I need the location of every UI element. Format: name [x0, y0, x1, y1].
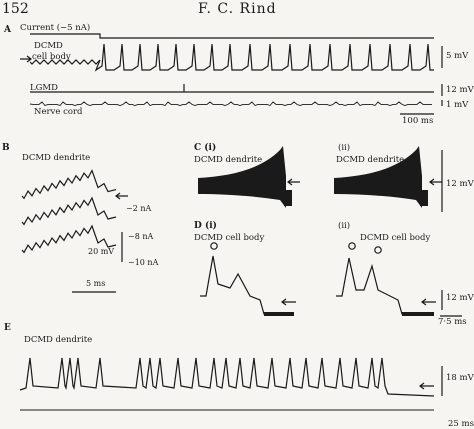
- panel-e-volt-scale: 18 mV: [446, 373, 474, 383]
- panel-d-arrow-ii: [421, 298, 436, 306]
- panel-d-title-i: DCMD cell body: [194, 233, 265, 243]
- panel-a-current-trace: [30, 33, 434, 39]
- panel-a-time-scale: 100 ms: [402, 116, 434, 126]
- panel-a-arrow: [20, 55, 32, 63]
- panel-a-dcmd-label: DCMD: [34, 41, 63, 51]
- panel-d-sub-ii: (ii): [338, 221, 351, 231]
- panel-d-circle-3: [374, 246, 382, 254]
- panel-d-title-ii: DCMD cell body: [360, 233, 431, 243]
- panel-d-circle-1: [210, 242, 218, 250]
- panel-d-volt-scale: 12 mV: [446, 293, 474, 303]
- panel-b-arrow: [115, 192, 128, 200]
- panel-c-title-i: DCMD dendrite: [194, 155, 263, 165]
- panel-b-title: DCMD dendrite: [22, 153, 91, 163]
- panel-e-title: DCMD dendrite: [24, 335, 93, 345]
- panel-b-label-8na: −8 nA: [128, 232, 154, 241]
- panel-b-trace-2na: [21, 169, 117, 200]
- running-head-author: F. C. Rind: [198, 1, 277, 17]
- panel-c-title-ii: DCMD dendrite: [336, 155, 405, 165]
- panel-d-trace-i: [200, 255, 292, 315]
- panel-c-recording-i: [198, 146, 286, 208]
- panel-a-scale-1mv: 1 mV: [446, 100, 469, 110]
- panel-c-recording-i-tail: [284, 190, 292, 206]
- panel-c-volt-scale: 12 mV: [446, 179, 474, 189]
- panel-d-arrow-i: [281, 298, 296, 306]
- panel-c-arrow-ii: [429, 178, 442, 186]
- panel-a-scale-5mv: 5 mV: [446, 51, 469, 61]
- panel-e-letter: E: [4, 323, 11, 333]
- panel-b-letter: B: [2, 143, 10, 153]
- panel-d-letter: D (i): [194, 221, 217, 231]
- panel-a-letter: A: [4, 25, 11, 35]
- panel-d-time-scale: 7·5 ms: [438, 317, 467, 327]
- panel-c-recording-ii: [334, 146, 422, 208]
- panel-b-volt-scale: 20 mV: [88, 247, 115, 256]
- panel-a-scale-12mv: 12 mV: [446, 85, 474, 95]
- panel-a-nerve-trace: [29, 101, 432, 107]
- panel-d-baseline-i: [264, 312, 294, 316]
- panel-a-nerve-label: Nerve cord: [34, 107, 83, 117]
- page-number: 152: [2, 1, 29, 17]
- panel-c-letter: C (i): [194, 143, 217, 153]
- panel-d-baseline-ii: [402, 312, 434, 316]
- panel-e-trace: [19, 357, 435, 397]
- panel-a-dcmd-trace: [29, 43, 434, 72]
- panel-b-label-2na: −2 nA: [126, 204, 152, 213]
- panel-e-arrow: [419, 382, 434, 390]
- panel-b-label-10na: −10 nA: [128, 258, 159, 267]
- panel-c-recording-ii-tail: [420, 190, 428, 206]
- panel-a-lgmd-label: LGMD: [30, 83, 58, 93]
- panel-b-trace-10na: [21, 224, 117, 254]
- panel-a-cellbody-label: cell body: [32, 52, 71, 62]
- panel-d-trace-ii: [336, 257, 432, 315]
- panel-a-current-label: Current (−5 nA): [20, 23, 91, 33]
- panel-e-time-scale: 25 ms: [448, 419, 474, 429]
- panel-b-time-scale: 5 ms: [86, 279, 106, 288]
- panel-c-sub-ii: (ii): [338, 143, 351, 153]
- panel-c-arrow-i: [287, 178, 300, 186]
- panel-d-circle-2: [348, 242, 356, 250]
- panel-b-trace-8na: [21, 196, 117, 226]
- panel-a-lgmd-trace: [30, 84, 434, 93]
